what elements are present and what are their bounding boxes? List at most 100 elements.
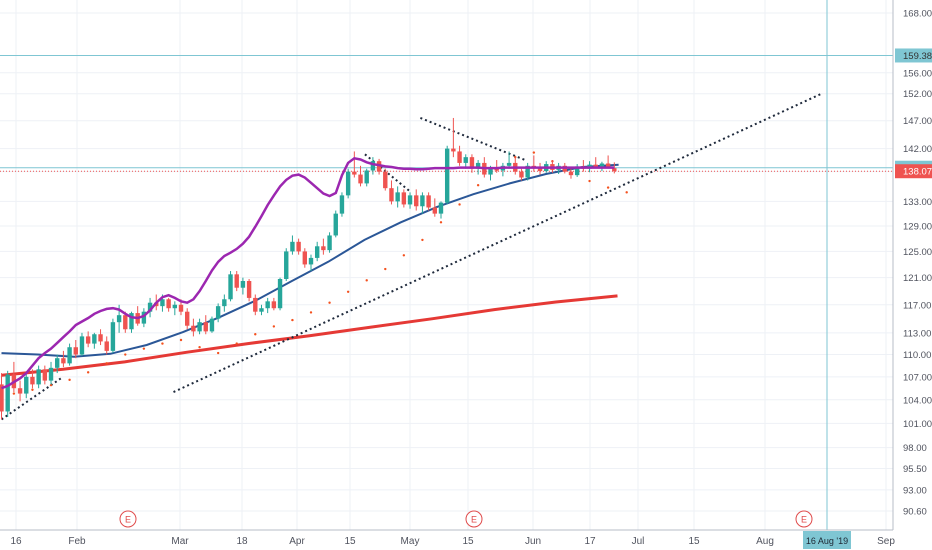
candle[interactable]: [265, 297, 270, 314]
candle[interactable]: [612, 162, 617, 174]
candle[interactable]: [166, 297, 171, 312]
candle[interactable]: [209, 316, 215, 333]
candle[interactable]: [104, 336, 109, 355]
candle[interactable]: [451, 117, 456, 158]
candle[interactable]: [321, 238, 326, 255]
candle[interactable]: [85, 331, 91, 348]
candle[interactable]: [36, 365, 41, 389]
candle[interactable]: [17, 380, 23, 402]
candle[interactable]: [5, 370, 10, 418]
candlestick-series[interactable]: [0, 117, 617, 420]
candle[interactable]: [339, 192, 345, 217]
candle[interactable]: [228, 271, 233, 302]
candle[interactable]: [463, 154, 468, 169]
candle[interactable]: [457, 145, 462, 166]
candle[interactable]: [574, 164, 580, 177]
candle[interactable]: [426, 192, 431, 211]
trendline[interactable]: [173, 92, 822, 393]
candle[interactable]: [147, 297, 153, 318]
candle[interactable]: [407, 192, 413, 209]
candle[interactable]: [469, 154, 475, 173]
candle[interactable]: [519, 168, 524, 181]
earnings-marker[interactable]: E: [795, 510, 813, 528]
candle[interactable]: [420, 192, 425, 214]
candle[interactable]: [48, 361, 54, 385]
sar-dot: [309, 311, 313, 314]
candle[interactable]: [271, 297, 277, 311]
resistance-line[interactable]: [385, 157, 410, 183]
candle[interactable]: [525, 162, 530, 181]
candle[interactable]: [432, 198, 437, 217]
candle[interactable]: [605, 155, 611, 169]
candle[interactable]: [327, 232, 332, 253]
candle[interactable]: [506, 151, 512, 169]
candle[interactable]: [79, 332, 85, 356]
candle[interactable]: [55, 354, 60, 374]
candle[interactable]: [246, 278, 252, 302]
candle[interactable]: [141, 308, 147, 328]
candle[interactable]: [438, 201, 444, 219]
trendline[interactable]: [364, 153, 412, 194]
candle[interactable]: [98, 329, 103, 346]
candle[interactable]: [11, 361, 17, 393]
candle[interactable]: [531, 155, 537, 172]
candle[interactable]: [568, 166, 574, 179]
candle[interactable]: [73, 339, 78, 359]
earnings-label: E: [125, 515, 131, 525]
candle[interactable]: [333, 210, 338, 238]
candle[interactable]: [253, 294, 258, 316]
price-axis[interactable]: 168.00156.00152.00147.00142.00138.00133.…: [903, 9, 932, 518]
candle[interactable]: [352, 151, 357, 178]
candle[interactable]: [61, 350, 66, 368]
trendline[interactable]: [420, 117, 526, 161]
candle[interactable]: [444, 145, 450, 205]
candle[interactable]: [401, 189, 407, 208]
candle[interactable]: [500, 162, 506, 177]
candle[interactable]: [24, 373, 29, 399]
candle[interactable]: [389, 180, 394, 205]
candle[interactable]: [593, 157, 598, 169]
candle[interactable]: [345, 168, 351, 199]
candle[interactable]: [129, 311, 134, 333]
candle[interactable]: [277, 277, 283, 311]
candle[interactable]: [364, 168, 369, 187]
candle[interactable]: [185, 308, 190, 330]
candle[interactable]: [240, 277, 246, 295]
candle[interactable]: [370, 157, 376, 175]
candle[interactable]: [67, 343, 72, 366]
candle[interactable]: [383, 168, 388, 191]
candle[interactable]: [203, 315, 208, 335]
candle[interactable]: [308, 254, 314, 272]
candle[interactable]: [259, 304, 264, 316]
candle[interactable]: [414, 189, 419, 211]
candle-body: [327, 235, 332, 251]
earnings-marker[interactable]: E: [465, 510, 483, 528]
candle[interactable]: [314, 241, 320, 262]
time-axis[interactable]: 16 Feb Mar 18 Apr 15 May 15 Jun 17 Jul 15 Aug Sep 16 A…: [10, 531, 895, 549]
candle[interactable]: [296, 238, 301, 255]
candle[interactable]: [0, 373, 4, 420]
sar-dot: [588, 179, 591, 183]
candle[interactable]: [222, 294, 227, 312]
candle[interactable]: [284, 248, 289, 281]
candle[interactable]: [30, 369, 35, 389]
candle[interactable]: [197, 318, 202, 335]
candle[interactable]: [42, 365, 48, 385]
candle[interactable]: [110, 318, 116, 354]
resistance-line[interactable]: [530, 123, 618, 151]
candle[interactable]: [234, 271, 239, 292]
candle[interactable]: [135, 306, 140, 326]
trendlines[interactable]: [0, 92, 822, 421]
candle[interactable]: [92, 332, 97, 349]
candle[interactable]: [302, 248, 308, 268]
candle[interactable]: [358, 165, 363, 187]
candle[interactable]: [172, 301, 178, 316]
candle[interactable]: [395, 186, 400, 208]
earnings-marker[interactable]: E: [119, 510, 137, 528]
candle-body: [98, 334, 103, 342]
candle[interactable]: [215, 303, 221, 323]
candle[interactable]: [191, 318, 196, 337]
candle[interactable]: [290, 235, 295, 255]
